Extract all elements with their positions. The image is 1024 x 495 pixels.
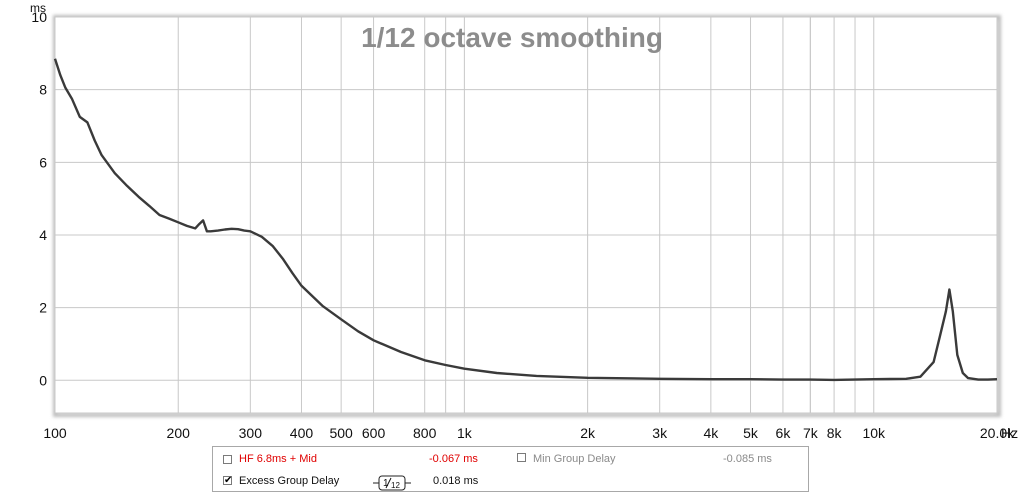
legend-panel: HF 6.8ms + Mid -0.067 ms Min Group Delay… [212,446,809,492]
x-tick-label: 600 [362,425,386,441]
x-tick-label: 6k [776,425,792,441]
x-tick-label: 5k [743,425,759,441]
y-axis-unit-label: ms [30,1,46,15]
y-tick-label: 10 [31,9,47,25]
x-tick-label: 500 [329,425,353,441]
chart-title: 1/12 octave smoothing [361,22,663,53]
smoothing-denominator: 12 [391,481,400,490]
excess-group-delay-value: 0.018 ms [433,475,479,487]
y-tick-label: 6 [39,154,47,170]
min-group-delay-checkbox[interactable] [517,453,526,462]
series-group [53,58,998,382]
x-tick-label: 10k [862,425,886,441]
y-tick-label: 4 [39,227,47,243]
y-tick-label: 8 [39,82,47,98]
x-tick-label: 100 [43,425,67,441]
x-tick-labels: 100 200 300 400 500 600 800 1k 2k 3k 4k 5k 6k 7k 8k 10k… [43,425,1015,441]
hf-mid-label: HF 6.8ms + Mid [239,453,317,465]
excess-group-delay-label: Excess Group Delay [239,475,340,487]
x-tick-label: 20.0k [980,425,1015,441]
x-tick-label: 3k [652,425,668,441]
y-tick-label: 0 [39,372,47,388]
y-tick-label: 2 [39,300,47,316]
y-tick-labels: 0 2 4 6 8 10 [31,9,47,388]
x-tick-label: 400 [290,425,314,441]
x-tick-label: 4k [703,425,719,441]
x-tick-label: 800 [413,425,437,441]
hf-mid-value: -0.067 ms [429,453,478,465]
series-line-excess-group-delay [53,58,998,382]
smoothing-numerator: 1 [383,478,389,489]
excess-group-delay-checkbox[interactable]: ✔ [223,475,233,486]
hf-mid-checkbox[interactable] [223,455,232,464]
gridlines [55,17,997,413]
x-tick-label: 2k [580,425,596,441]
min-group-delay-value: -0.085 ms [723,453,772,465]
group-delay-chart: 0 2 4 6 8 10 100 200 300 400 500 600 800 1k 2k 3k 4k 5k 6… [30,1,1018,441]
smoothing-1-12-icon[interactable]: 1 12 [373,475,413,491]
min-group-delay-label: Min Group Delay [533,453,616,465]
x-tick-label: 7k [803,425,819,441]
x-tick-label: 8k [827,425,843,441]
x-tick-label: 300 [239,425,263,441]
x-tick-label: 1k [457,425,473,441]
plot-area [54,16,998,414]
x-tick-label: 200 [167,425,191,441]
x-axis-unit-label: Hz [1001,425,1018,441]
